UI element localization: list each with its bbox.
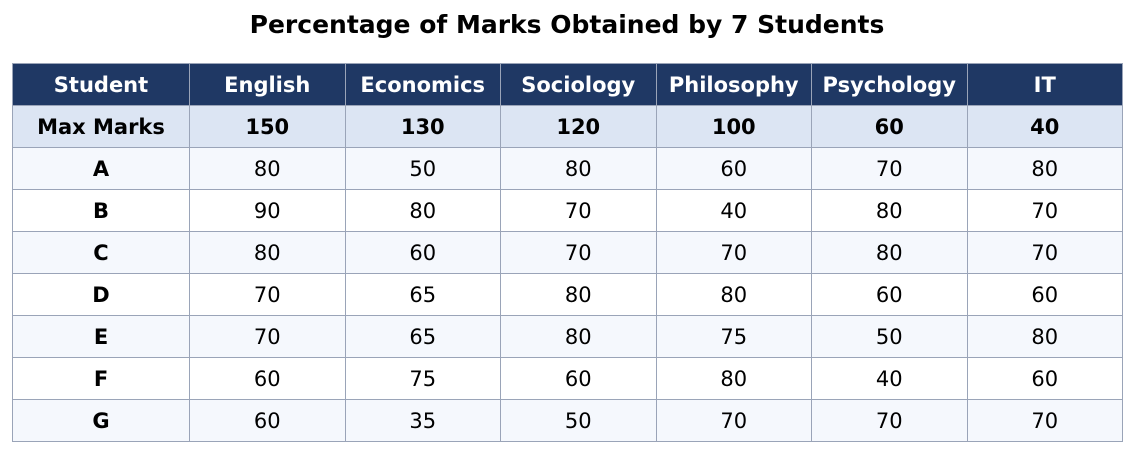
table-row: A 80 50 80 60 70 80 xyxy=(12,147,1123,190)
marks-table: Student English Economics Sociology Phil… xyxy=(12,63,1123,442)
student-name-cell: E xyxy=(12,315,190,358)
max-marks-label: Max Marks xyxy=(12,105,190,148)
percentage-cell: 60 xyxy=(189,399,346,442)
column-header-psychology: Psychology xyxy=(811,63,968,106)
percentage-cell: 70 xyxy=(655,399,812,442)
student-name-cell: F xyxy=(12,357,190,400)
student-name-cell: G xyxy=(12,399,190,442)
percentage-cell: 80 xyxy=(655,357,812,400)
percentage-cell: 60 xyxy=(655,147,812,190)
table-row: C 80 60 70 70 80 70 xyxy=(12,231,1123,274)
percentage-cell: 70 xyxy=(966,399,1123,442)
percentage-cell: 80 xyxy=(189,147,346,190)
percentage-cell: 70 xyxy=(811,399,968,442)
student-name-cell: A xyxy=(12,147,190,190)
percentage-cell: 70 xyxy=(966,189,1123,232)
header-row: Student English Economics Sociology Phil… xyxy=(12,63,1123,106)
percentage-cell: 70 xyxy=(189,315,346,358)
column-header-student: Student xyxy=(12,63,190,106)
max-marks-cell: 40 xyxy=(966,105,1123,148)
student-name-cell: C xyxy=(12,231,190,274)
percentage-cell: 65 xyxy=(344,273,501,316)
student-name-cell: B xyxy=(12,189,190,232)
percentage-cell: 80 xyxy=(966,147,1123,190)
percentage-cell: 70 xyxy=(966,231,1123,274)
table-row: G 60 35 50 70 70 70 xyxy=(12,399,1123,442)
percentage-cell: 35 xyxy=(344,399,501,442)
student-name-cell: D xyxy=(12,273,190,316)
percentage-cell: 80 xyxy=(811,231,968,274)
percentage-cell: 50 xyxy=(500,399,657,442)
column-header-philosophy: Philosophy xyxy=(655,63,812,106)
percentage-cell: 60 xyxy=(966,273,1123,316)
max-marks-cell: 130 xyxy=(344,105,501,148)
percentage-cell: 40 xyxy=(811,357,968,400)
column-header-economics: Economics xyxy=(344,63,501,106)
percentage-cell: 80 xyxy=(500,273,657,316)
percentage-cell: 70 xyxy=(500,189,657,232)
percentage-cell: 80 xyxy=(655,273,812,316)
percentage-cell: 60 xyxy=(966,357,1123,400)
percentage-cell: 60 xyxy=(344,231,501,274)
max-marks-cell: 100 xyxy=(655,105,812,148)
percentage-cell: 70 xyxy=(189,273,346,316)
percentage-cell: 60 xyxy=(189,357,346,400)
percentage-cell: 80 xyxy=(811,189,968,232)
max-marks-row: Max Marks 150 130 120 100 60 40 xyxy=(12,105,1123,148)
percentage-cell: 40 xyxy=(655,189,812,232)
max-marks-cell: 120 xyxy=(500,105,657,148)
table-row: E 70 65 80 75 50 80 xyxy=(12,315,1123,358)
percentage-cell: 80 xyxy=(966,315,1123,358)
column-header-sociology: Sociology xyxy=(500,63,657,106)
column-header-english: English xyxy=(189,63,346,106)
table-row: D 70 65 80 80 60 60 xyxy=(12,273,1123,316)
percentage-cell: 80 xyxy=(189,231,346,274)
percentage-cell: 75 xyxy=(655,315,812,358)
percentage-cell: 70 xyxy=(655,231,812,274)
percentage-cell: 70 xyxy=(811,147,968,190)
column-header-it: IT xyxy=(966,63,1123,106)
percentage-cell: 60 xyxy=(500,357,657,400)
percentage-cell: 75 xyxy=(344,357,501,400)
percentage-cell: 70 xyxy=(500,231,657,274)
percentage-cell: 80 xyxy=(500,147,657,190)
percentage-cell: 80 xyxy=(500,315,657,358)
percentage-cell: 50 xyxy=(811,315,968,358)
max-marks-cell: 60 xyxy=(811,105,968,148)
percentage-cell: 50 xyxy=(344,147,501,190)
table-row: F 60 75 60 80 40 60 xyxy=(12,357,1123,400)
chart-title: Percentage of Marks Obtained by 7 Studen… xyxy=(249,10,885,39)
percentage-cell: 65 xyxy=(344,315,501,358)
max-marks-cell: 150 xyxy=(189,105,346,148)
table-row: B 90 80 70 40 80 70 xyxy=(12,189,1123,232)
percentage-cell: 80 xyxy=(344,189,501,232)
percentage-cell: 90 xyxy=(189,189,346,232)
percentage-cell: 60 xyxy=(811,273,968,316)
